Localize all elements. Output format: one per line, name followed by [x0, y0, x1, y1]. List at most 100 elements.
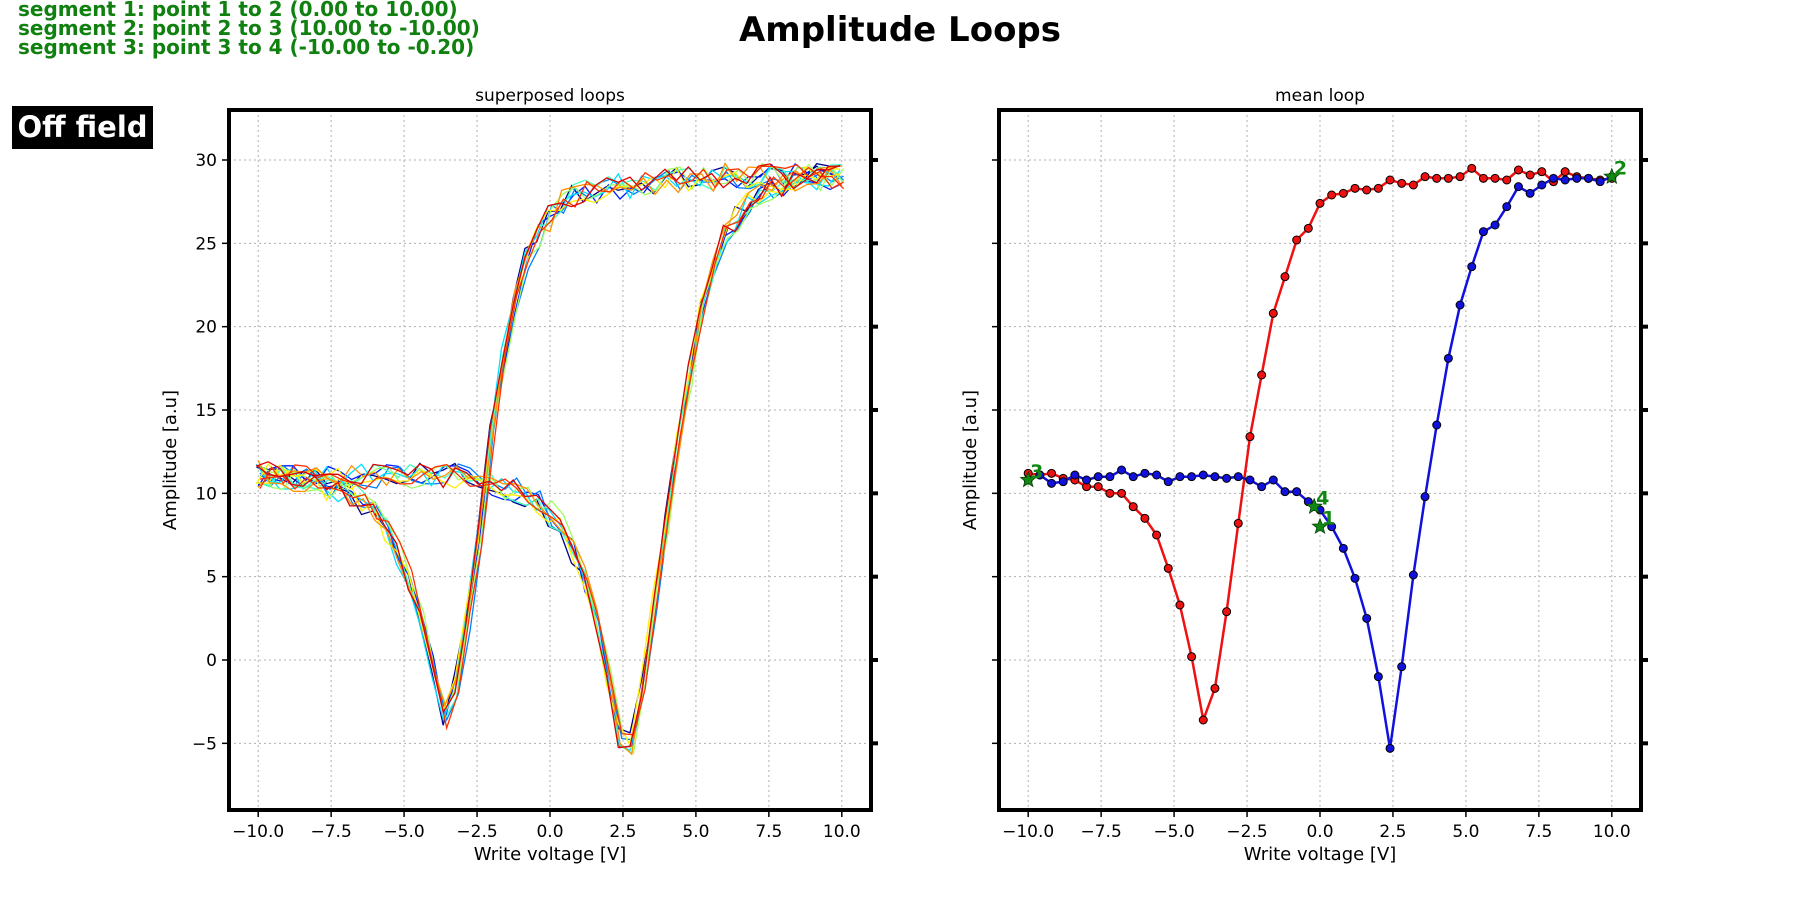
loop-line	[259, 162, 845, 710]
data-point	[1455, 172, 1465, 182]
data-point	[1373, 183, 1383, 193]
x-tick-label: −7.5	[310, 822, 351, 842]
data-point	[1595, 177, 1605, 187]
data-point	[1513, 182, 1523, 192]
loop-line	[255, 165, 841, 722]
data-point	[1210, 683, 1220, 693]
data-point	[1140, 513, 1150, 523]
segment-point-star	[1019, 470, 1037, 488]
subplot-title: superposed loops	[475, 86, 625, 106]
segment-point-star	[1603, 167, 1621, 184]
data-point	[1163, 477, 1173, 487]
segment-legend: segment 1: point 1 to 2 (0.00 to 10.00) …	[18, 0, 480, 57]
y-tick-label: 0	[206, 651, 217, 671]
data-point	[1128, 502, 1138, 512]
data-point	[1233, 472, 1243, 482]
y-tick-label: 15	[195, 401, 217, 421]
subplot-title: mean loop	[1275, 86, 1365, 106]
data-point	[1268, 308, 1278, 318]
data-point	[1163, 563, 1173, 573]
x-tick-label: −5.0	[1153, 822, 1194, 842]
data-point	[1047, 478, 1057, 488]
y-tick-label: 10	[195, 484, 217, 504]
data-point	[1093, 482, 1103, 492]
data-point	[1280, 487, 1290, 497]
data-point	[1350, 573, 1360, 583]
y-tick-label: 30	[195, 151, 217, 171]
data-point	[1583, 173, 1593, 183]
loop-line	[256, 166, 841, 747]
data-point	[1315, 198, 1325, 208]
data-point	[1548, 173, 1558, 183]
x-tick-label: 2.5	[1379, 822, 1406, 842]
data-point	[1467, 163, 1477, 173]
segment-text: segment 2: point 2 to 3 (10.00 to -10.00…	[18, 16, 480, 40]
data-point	[1432, 420, 1442, 430]
data-point	[1035, 470, 1045, 480]
loop-line	[256, 165, 841, 734]
loop-line	[259, 166, 845, 756]
data-point	[1105, 488, 1115, 498]
data-point	[1140, 468, 1150, 478]
data-point	[1338, 188, 1348, 198]
data-point	[1257, 482, 1267, 492]
data-point	[1233, 518, 1243, 528]
mean-branch-line	[1027, 175, 1613, 749]
data-point	[1513, 165, 1523, 175]
data-point	[1268, 475, 1278, 485]
segment-point-star	[1311, 517, 1329, 534]
data-point	[1443, 173, 1453, 183]
data-point	[1490, 173, 1500, 183]
x-tick-label: −7.5	[1080, 822, 1121, 842]
segment-point-label: 1	[1322, 508, 1335, 530]
data-point	[1490, 220, 1500, 230]
data-point	[1385, 743, 1395, 753]
x-tick-label: −5.0	[383, 822, 424, 842]
data-point	[1443, 353, 1453, 363]
data-point	[1525, 170, 1535, 180]
data-point	[1408, 180, 1418, 190]
data-point	[1560, 167, 1570, 177]
loop-line	[257, 168, 843, 756]
loop-line	[259, 166, 845, 741]
data-point	[1362, 185, 1372, 195]
data-point	[1105, 472, 1115, 482]
data-point	[1467, 262, 1477, 272]
x-tick-label: −2.5	[456, 822, 497, 842]
figure-title: Amplitude Loops	[738, 10, 1062, 50]
data-point	[1327, 190, 1337, 200]
x-tick-label: 2.5	[609, 822, 636, 842]
data-point	[1455, 300, 1465, 310]
data-point	[1397, 662, 1407, 672]
data-point	[1537, 180, 1547, 190]
data-point	[1292, 487, 1302, 497]
loop-line	[259, 169, 844, 722]
data-point	[1210, 472, 1220, 482]
data-point	[1408, 570, 1418, 580]
data-point	[1245, 432, 1255, 442]
data-point	[1478, 227, 1488, 237]
y-tick-label: −5	[192, 734, 217, 754]
x-tick-label: 0.0	[536, 822, 563, 842]
loop-line	[256, 162, 841, 726]
x-tick-label: −10.0	[1002, 822, 1054, 842]
data-point	[1152, 530, 1162, 540]
x-tick-label: 10.0	[823, 822, 861, 842]
data-point	[1175, 472, 1185, 482]
data-point	[1175, 600, 1185, 610]
loop-line	[255, 164, 841, 752]
data-point	[1187, 652, 1197, 662]
x-tick-label: 10.0	[1593, 822, 1631, 842]
loop-line	[256, 163, 841, 714]
data-point	[1070, 470, 1080, 480]
data-point	[1222, 473, 1232, 483]
data-point	[1560, 175, 1570, 185]
data-point	[1338, 543, 1348, 553]
x-tick-label: 5.0	[1452, 822, 1479, 842]
data-point	[1420, 172, 1430, 182]
data-point	[1198, 715, 1208, 725]
segment-point-star	[1305, 497, 1323, 514]
x-tick-label: −10.0	[232, 822, 284, 842]
data-point	[1047, 468, 1057, 478]
